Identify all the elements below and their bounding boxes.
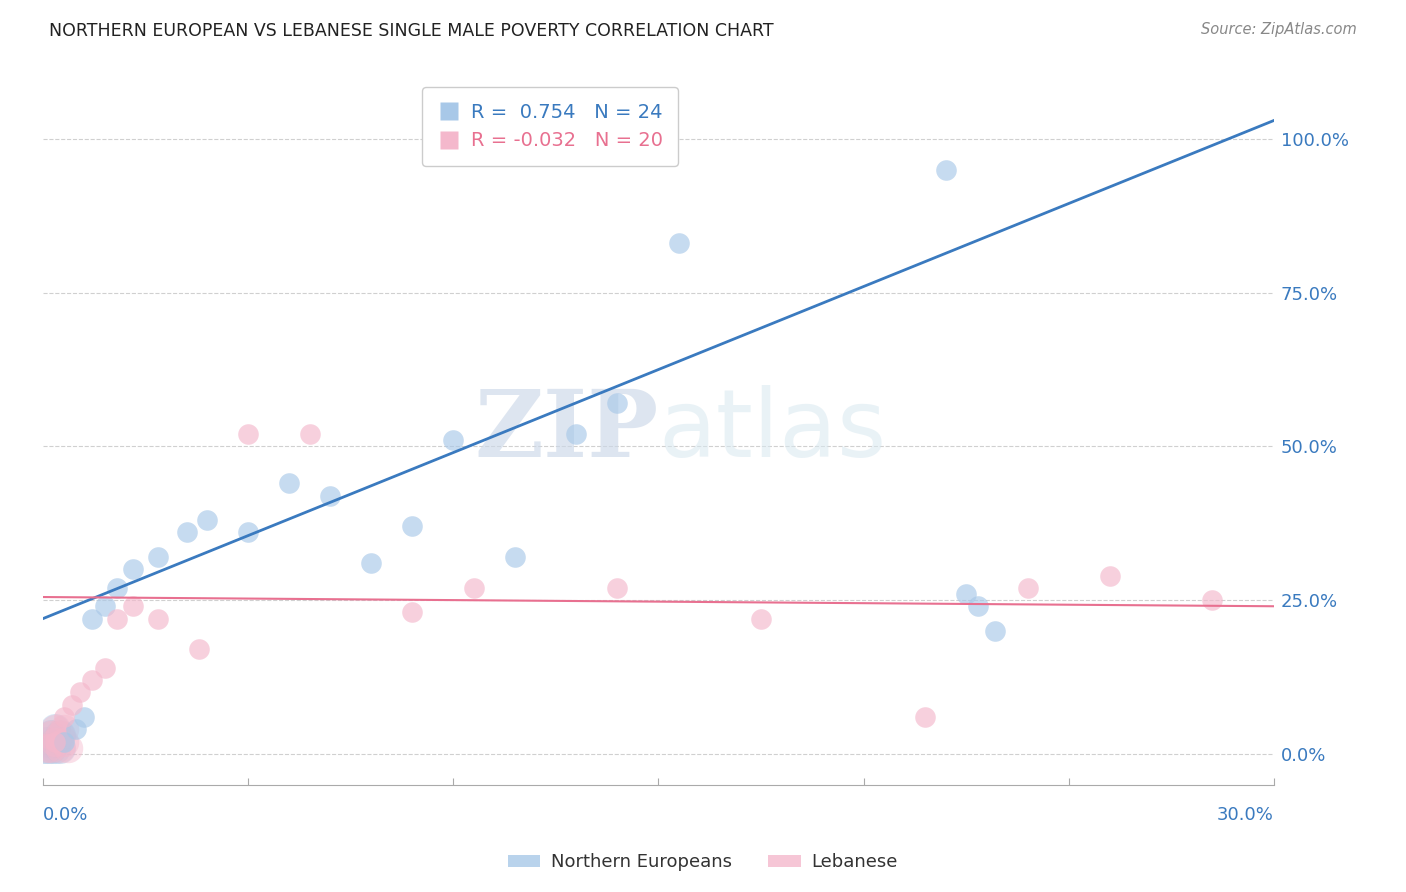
Point bbox=[606, 581, 628, 595]
Point bbox=[463, 581, 485, 595]
Point bbox=[82, 673, 104, 687]
Point bbox=[60, 698, 83, 712]
Point bbox=[52, 723, 75, 737]
Point bbox=[48, 740, 70, 755]
Point bbox=[503, 550, 526, 565]
Point bbox=[606, 396, 628, 410]
Point bbox=[122, 599, 145, 614]
Point bbox=[176, 525, 198, 540]
Point bbox=[935, 162, 957, 177]
Legend: Northern Europeans, Lebanese: Northern Europeans, Lebanese bbox=[501, 847, 905, 879]
Point bbox=[195, 513, 218, 527]
Point bbox=[44, 734, 66, 748]
Point bbox=[82, 611, 104, 625]
Point bbox=[48, 728, 70, 742]
Point bbox=[1201, 593, 1223, 607]
Point bbox=[105, 581, 128, 595]
Point bbox=[65, 723, 87, 737]
Text: atlas: atlas bbox=[658, 385, 887, 477]
Point bbox=[565, 427, 588, 442]
Point bbox=[238, 427, 260, 442]
Point bbox=[914, 710, 936, 724]
Point bbox=[749, 611, 772, 625]
Point bbox=[238, 525, 260, 540]
Point bbox=[48, 740, 70, 755]
Point bbox=[360, 556, 382, 570]
Point bbox=[37, 740, 59, 755]
Text: 30.0%: 30.0% bbox=[1218, 806, 1274, 824]
Point bbox=[48, 728, 70, 742]
Point bbox=[668, 236, 690, 251]
Point bbox=[955, 587, 977, 601]
Point bbox=[93, 599, 115, 614]
Point bbox=[441, 434, 464, 448]
Point bbox=[1098, 568, 1121, 582]
Point bbox=[37, 734, 59, 748]
Point bbox=[401, 606, 423, 620]
Point bbox=[401, 519, 423, 533]
Legend: R =  0.754   N = 24, R = -0.032   N = 20: R = 0.754 N = 24, R = -0.032 N = 20 bbox=[422, 87, 678, 166]
Point bbox=[44, 740, 66, 755]
Text: 0.0%: 0.0% bbox=[44, 806, 89, 824]
Point bbox=[52, 734, 75, 748]
Point bbox=[44, 723, 66, 737]
Point bbox=[41, 740, 63, 755]
Point bbox=[32, 740, 55, 755]
Point bbox=[69, 685, 91, 699]
Point bbox=[146, 550, 169, 565]
Point bbox=[44, 734, 66, 748]
Text: Source: ZipAtlas.com: Source: ZipAtlas.com bbox=[1201, 22, 1357, 37]
Point bbox=[188, 642, 211, 657]
Point bbox=[41, 728, 63, 742]
Point bbox=[122, 562, 145, 576]
Point bbox=[278, 476, 301, 491]
Point bbox=[56, 740, 79, 755]
Point bbox=[319, 489, 342, 503]
Point bbox=[37, 740, 59, 755]
Point bbox=[967, 599, 990, 614]
Point bbox=[52, 710, 75, 724]
Point bbox=[44, 734, 66, 748]
Point bbox=[41, 728, 63, 742]
Text: ZIP: ZIP bbox=[474, 386, 658, 476]
Point bbox=[44, 723, 66, 737]
Point bbox=[105, 611, 128, 625]
Text: NORTHERN EUROPEAN VS LEBANESE SINGLE MALE POVERTY CORRELATION CHART: NORTHERN EUROPEAN VS LEBANESE SINGLE MAL… bbox=[49, 22, 773, 40]
Point bbox=[52, 734, 75, 748]
Point bbox=[41, 740, 63, 755]
Point bbox=[984, 624, 1007, 638]
Point bbox=[1017, 581, 1039, 595]
Point bbox=[73, 710, 96, 724]
Point bbox=[146, 611, 169, 625]
Point bbox=[298, 427, 321, 442]
Point bbox=[93, 661, 115, 675]
